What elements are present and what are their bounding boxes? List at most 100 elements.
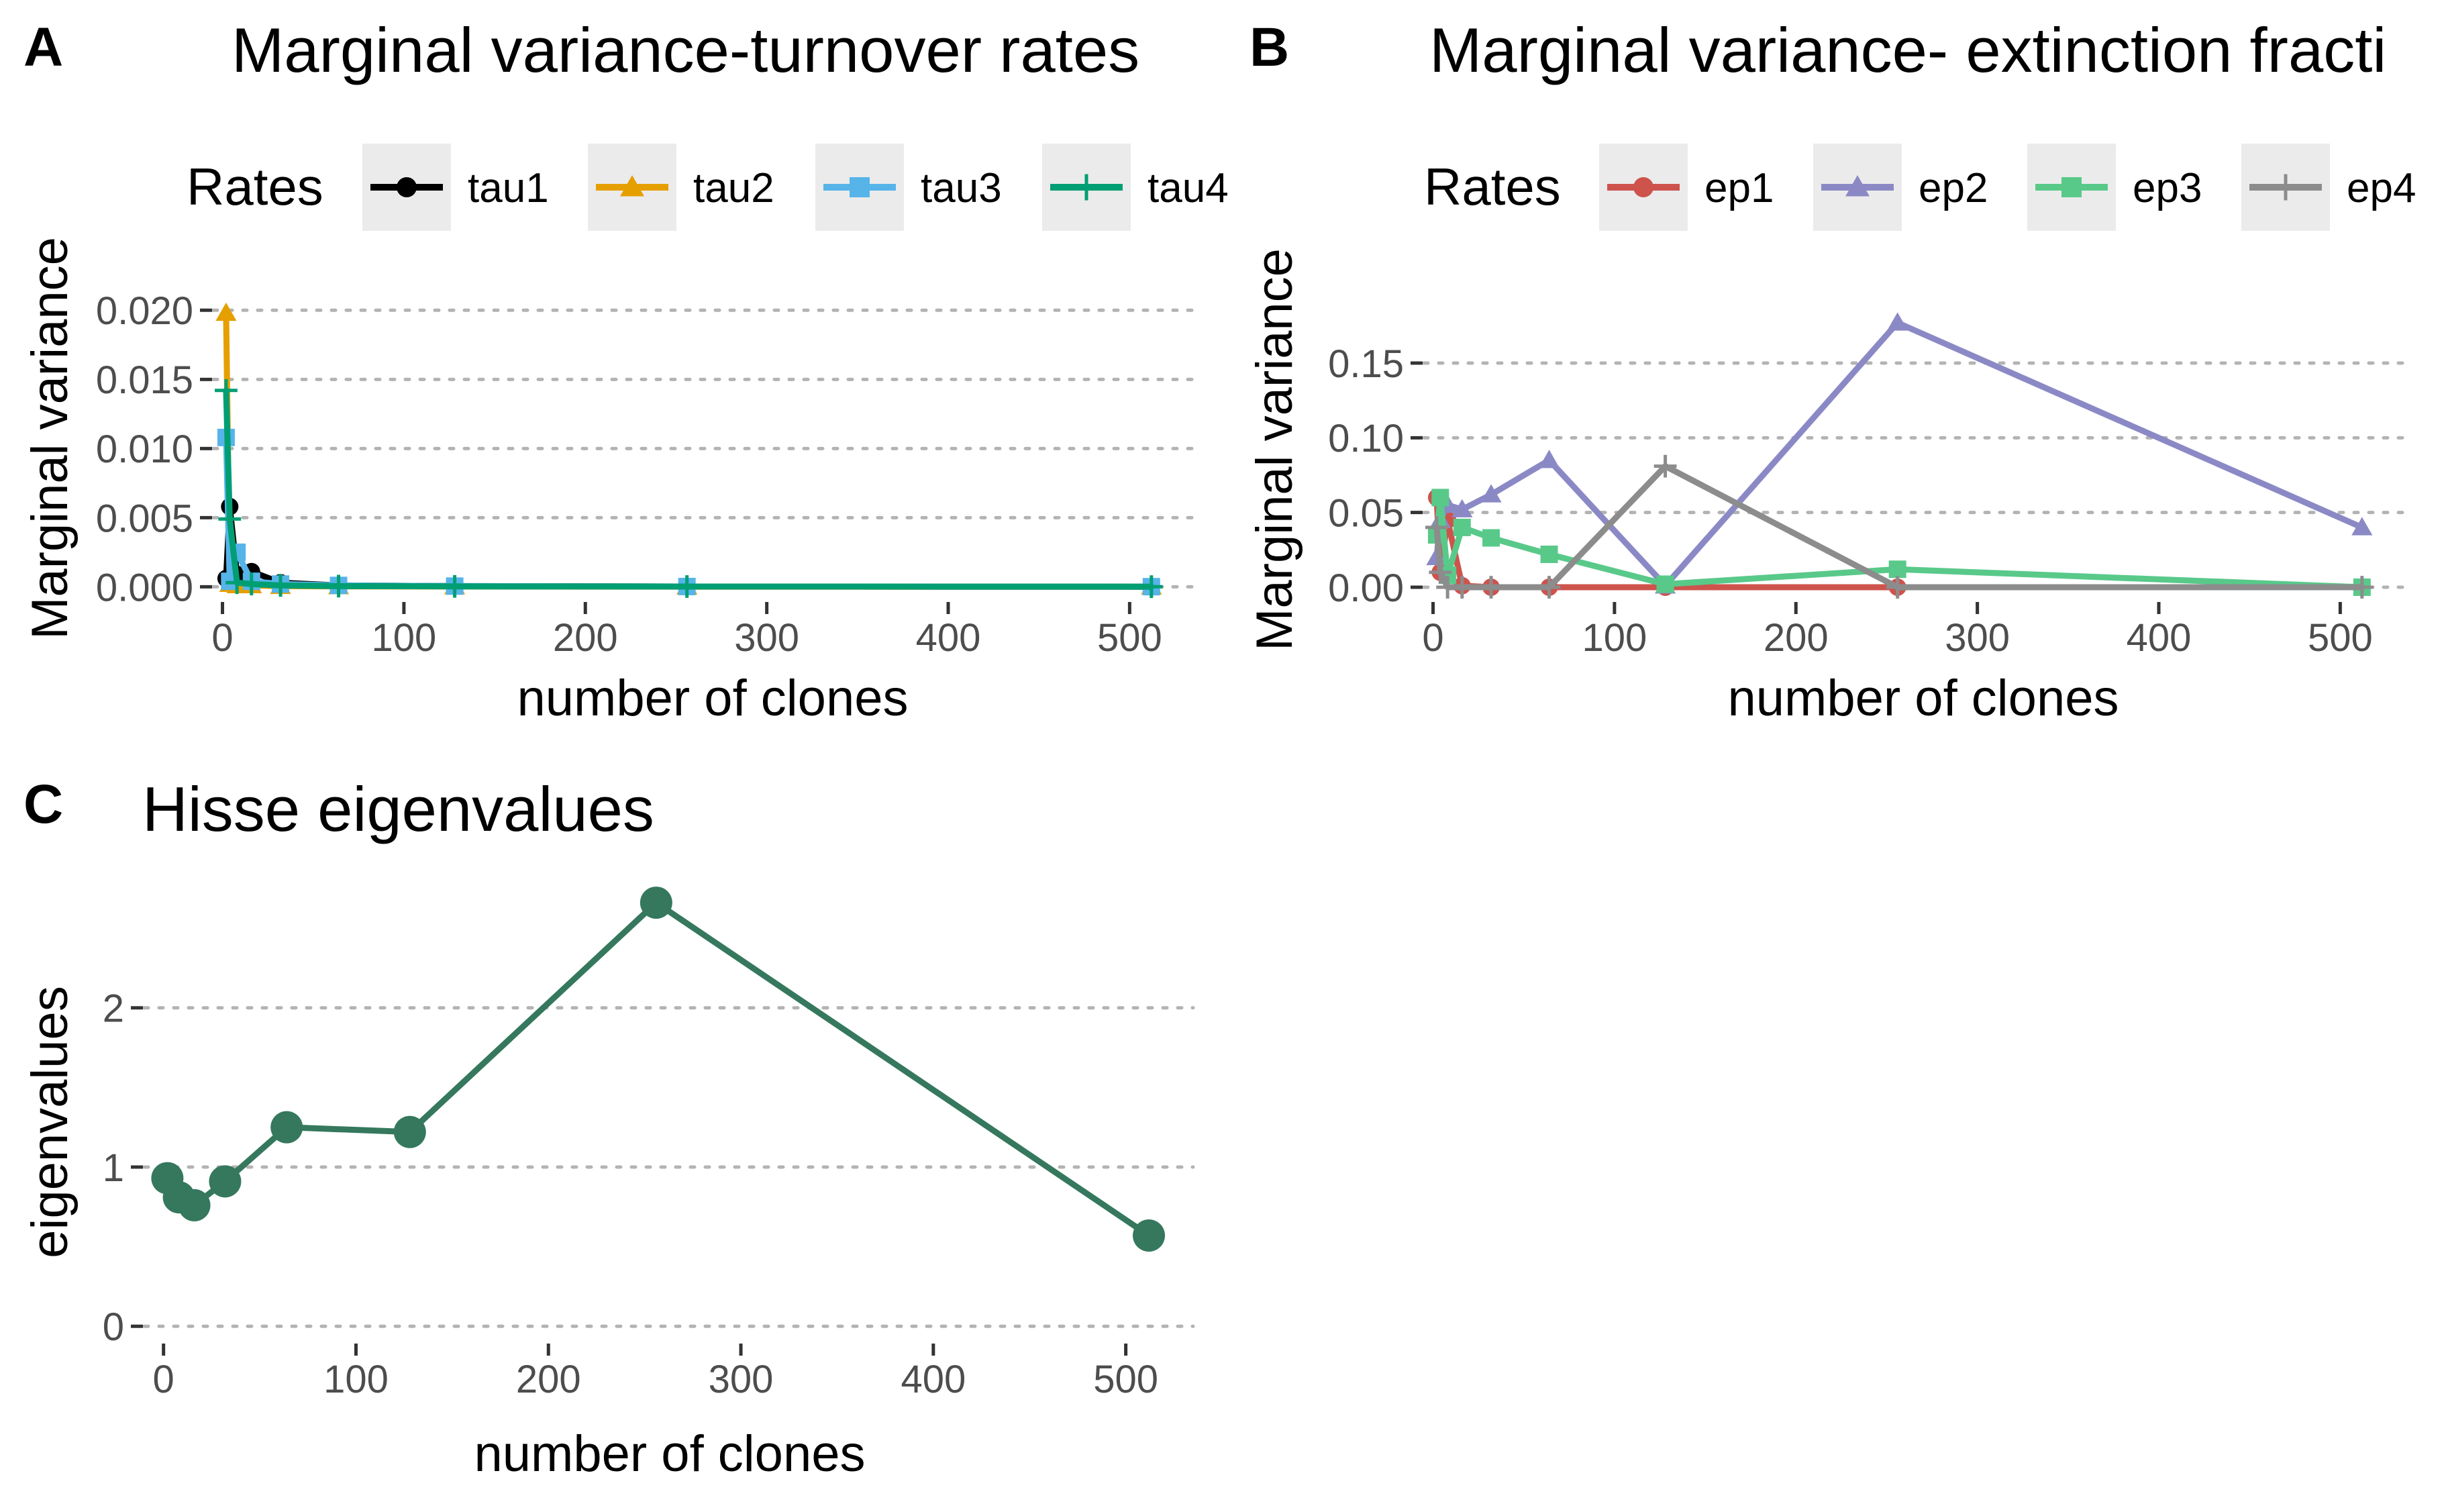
- data-point: [215, 302, 237, 321]
- data-point: [269, 574, 292, 597]
- legend-item-ep2: ep2: [1813, 144, 1988, 231]
- legend-label: ep1: [1704, 165, 1774, 211]
- x-tick-label: 200: [1764, 616, 1829, 660]
- x-tick-label: 400: [901, 1358, 966, 1401]
- legend-item-tau1: tau1: [362, 144, 549, 231]
- data-point: [1450, 576, 1474, 599]
- legend-item-tau4: tau4: [1042, 144, 1229, 231]
- legend-label: tau3: [921, 165, 1002, 211]
- legend-item-ep4: ep4: [2241, 144, 2416, 231]
- y-tick-label: 0.10: [1328, 417, 1404, 460]
- data-point: [1431, 489, 1449, 507]
- y-tick-label: 0.020: [96, 289, 193, 333]
- x-tick-label: 300: [1945, 616, 2010, 660]
- panel-c-x-axis-label: number of clones: [474, 1425, 866, 1482]
- x-tick-label: 0: [211, 616, 233, 660]
- series-ep2: [1426, 312, 2373, 594]
- data-point: [640, 887, 672, 919]
- data-point: [327, 574, 350, 598]
- y-tick-label: 0.010: [96, 427, 193, 471]
- data-point: [1453, 518, 1471, 536]
- x-tick-label: 200: [553, 616, 618, 660]
- legend-label: ep2: [1919, 165, 1988, 211]
- legend-items: tau1 tau2 tau3 tau4: [362, 144, 1229, 231]
- panel-c-plot-area: 0 1 2 0 100 200 300 400 500: [103, 887, 1195, 1401]
- legend-items: ep1 ep2 ep3 ep4: [1599, 144, 2416, 231]
- panel-a-legend-title: Rates: [187, 157, 323, 216]
- data-point: [1538, 450, 1560, 468]
- x-tick-label: 500: [1093, 1358, 1158, 1401]
- series-tau4: [215, 379, 1163, 599]
- data-point: [1482, 529, 1500, 547]
- x-tick-label: 200: [516, 1358, 581, 1401]
- x-tick-label: 500: [2308, 616, 2373, 660]
- legend-label: tau2: [693, 165, 774, 211]
- data-point: [443, 574, 466, 598]
- data-point: [675, 575, 699, 598]
- panel-b-letter: B: [1250, 17, 1289, 78]
- data-point: [1540, 545, 1558, 563]
- panel-b-title: Marginal variance- extinction fracti: [1429, 15, 2386, 85]
- data-point: [1887, 312, 1908, 331]
- panel-b: B Marginal variance- extinction fracti R…: [1246, 15, 2416, 727]
- legend-label: tau4: [1148, 165, 1229, 211]
- x-tick-label: 0: [1422, 616, 1443, 660]
- panel-a-title: Marginal variance-turnover rates: [232, 15, 1139, 85]
- data-point: [240, 572, 263, 596]
- panel-b-legend-title: Rates: [1424, 157, 1561, 216]
- legend-swatch-marker: [850, 177, 870, 197]
- legend-item-tau3: tau3: [815, 144, 1002, 231]
- legend-item-ep1: ep1: [1599, 144, 1774, 231]
- x-tick-label: 400: [916, 616, 981, 660]
- legend-label: ep3: [2133, 165, 2202, 211]
- data-point: [1133, 1219, 1166, 1252]
- data-point: [1139, 575, 1163, 599]
- y-tick-label: 0.00: [1328, 566, 1404, 610]
- panel-a-plot-area: 0.000 0.005 0.010 0.015 0.020 0 100 200 300 400 50…: [96, 289, 1195, 660]
- data-point: [1888, 560, 1906, 578]
- x-tick-label: 100: [323, 1358, 389, 1401]
- data-point: [218, 507, 242, 531]
- x-tick-label: 400: [2127, 616, 2192, 660]
- series-line: [164, 899, 1152, 1239]
- data-point: [1480, 576, 1502, 599]
- data-point: [270, 1111, 303, 1144]
- legend-swatch-marker: [1845, 175, 1870, 197]
- data-point: [1451, 499, 1473, 517]
- data-point: [209, 1165, 242, 1198]
- series-eigenvalues: [151, 887, 1166, 1252]
- series-line: [223, 434, 1155, 590]
- legend-swatch-marker: [1073, 174, 1100, 201]
- x-tick-label: 100: [1582, 616, 1647, 660]
- legend-swatch-marker: [397, 177, 417, 197]
- panel-b-legend: ep1 ep2 ep3 ep4: [1599, 144, 2416, 231]
- x-tick-label: 500: [1097, 616, 1162, 660]
- data-point: [1480, 484, 1502, 503]
- data-point: [1653, 454, 1677, 478]
- y-tick-label: 0: [103, 1305, 124, 1349]
- y-tick-label: 0.015: [96, 358, 193, 402]
- data-point: [1886, 576, 1909, 599]
- legend-item-ep3: ep3: [2027, 144, 2202, 231]
- legend-swatch-marker: [2272, 174, 2299, 201]
- data-point: [1425, 516, 1448, 539]
- legend-label: tau1: [468, 165, 549, 211]
- x-tick-label: 100: [371, 616, 436, 660]
- x-tick-label: 300: [734, 616, 799, 660]
- panel-b-y-axis-label: Marginal variance: [1246, 248, 1303, 651]
- series-ep4: [1425, 454, 2374, 599]
- y-tick-label: 2: [103, 987, 124, 1031]
- legend-item-tau2: tau2: [588, 144, 774, 231]
- x-tick-label: 300: [709, 1358, 774, 1401]
- series-tau3: [217, 428, 1160, 596]
- legend-label: ep4: [2347, 165, 2416, 211]
- panel-a-y-axis-label: Marginal variance: [21, 237, 79, 640]
- data-point: [178, 1189, 211, 1221]
- series-line: [223, 387, 1155, 590]
- panel-b-x-axis-label: number of clones: [1728, 670, 2119, 727]
- data-point: [1656, 575, 1674, 593]
- x-tick-label: 0: [153, 1358, 174, 1401]
- y-tick-label: 0.15: [1328, 342, 1404, 386]
